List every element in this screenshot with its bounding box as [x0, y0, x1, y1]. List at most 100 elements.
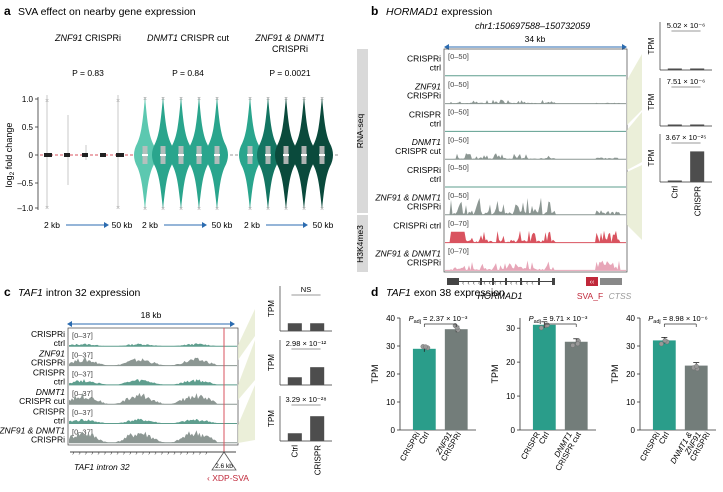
track-range: [0–50] [448, 108, 469, 117]
track-label-2: ctrl [430, 63, 441, 73]
tick-label: 0 [391, 426, 396, 435]
panel-a: a SVA effect on nearby gene expression Z… [4, 4, 340, 230]
inset-bar [310, 367, 325, 385]
panel-c-scale-label: 18 kb [141, 310, 162, 320]
svg-text:×: × [45, 205, 49, 212]
panel-b-insets: TPM 5.02 × 10⁻⁶ TPM 7.51 × 10⁻⁶ TPM 3.67 × 10… [647, 21, 712, 216]
panel-d: d TAF1 exon 38 expression 0 10 20 30 40 TPM CR… [370, 285, 716, 472]
panel-a-p1: P = 0.83 [72, 68, 104, 78]
panel-c-sva-insert [211, 451, 237, 471]
bar [564, 341, 588, 430]
tick-label: 10 [626, 398, 635, 407]
inset-pvalue: NS [301, 285, 311, 294]
violin-g2-2: ×× [152, 96, 174, 213]
panel-b-rnaseq-label: RNA-seq [355, 113, 365, 148]
bar [652, 340, 676, 430]
violin-g3-2: ×× [257, 96, 279, 213]
tick-label: 40 [626, 314, 635, 323]
track-label-2: ctrl [54, 415, 65, 425]
track-label-2: CRISPRi [407, 202, 441, 212]
track-range: [0–50] [448, 80, 469, 89]
inset-bar [287, 377, 302, 385]
svg-text:×: × [248, 96, 252, 103]
violin-g2-1: ×× [134, 96, 156, 213]
b-insets-inset-1: TPM 5.02 × 10⁻⁶ [647, 21, 712, 71]
panel-b-letter: b [371, 4, 378, 18]
panel-d-padj: Padj = 8.98 × 10⁻⁶ [648, 314, 707, 325]
panel-c-tracks: CRISPRictrl[0–37]ZNF91CRISPRi[0–37]CRISP… [0, 329, 237, 445]
svg-text:×: × [143, 206, 147, 213]
svg-text:‹‹‹‹‹‹‹‹‹‹‹‹‹‹: ‹‹‹‹‹‹‹‹‹‹‹‹‹‹ [462, 280, 537, 287]
svg-text:0.5: 0.5 [22, 123, 34, 132]
panel-a-title: SVA effect on nearby gene expression [18, 6, 196, 18]
track-label: ZNF91 & DNMT1 [374, 248, 441, 258]
inset-ylabel: TPM [647, 37, 656, 54]
c-insets-inset-1: TPM NS [267, 285, 332, 332]
track-range: [0–50] [448, 191, 469, 200]
track-label: ZNF91 [38, 348, 65, 358]
track-label: CRISPRi [407, 54, 441, 64]
x-tick-label: CRISPRi [398, 430, 422, 462]
violin-g2-3: ×× [170, 96, 192, 213]
b-tracks-track-7: CRISPRi ctrl [0–70] [393, 219, 626, 244]
tick-label: 20 [626, 370, 635, 379]
violin-g2-5: ×× [206, 96, 228, 213]
svg-text:×: × [215, 96, 219, 103]
panel-b-svaf-box [586, 277, 598, 286]
track-label-2: ctrl [430, 118, 441, 128]
panel-c-sva-label: ‹ XDP-SVA [207, 473, 249, 483]
bar [444, 329, 468, 430]
svg-text:×: × [266, 206, 270, 213]
panel-d-padj: Padj = 2.37 × 10⁻³ [409, 314, 468, 325]
x-tick-label: CRISPR [519, 430, 542, 461]
x-tick-label: Ctrl [657, 430, 671, 445]
inset-bar [690, 124, 705, 126]
data-point [658, 341, 664, 347]
inset-xlabel: CRISPR [313, 445, 322, 475]
track-label-2: ctrl [430, 174, 441, 184]
tick-label: 10 [386, 398, 395, 407]
tick-label: 30 [506, 324, 515, 333]
panel-a-g3-xend: 50 kb [313, 220, 334, 230]
panel-a-group1-violins: × × × × [44, 95, 124, 212]
panel-d-ylabel: TPM [610, 365, 620, 384]
data-point [662, 338, 668, 343]
inset-pvalue: 3.67 × 10⁻²⁵ [665, 133, 706, 142]
panel-d-ylabel: TPM [490, 365, 500, 384]
data-point [570, 342, 576, 348]
panel-b: b HORMAD1 expression chr1:150697588–1507… [355, 4, 712, 301]
inset-pvalue: 3.29 × 10⁻²⁸ [285, 395, 326, 404]
track-label-2: CRISPR cut [395, 146, 441, 156]
panel-a-group3-header-line2: CRISPRi [272, 44, 308, 54]
track-label: ZNF91 [414, 81, 441, 91]
panel-a-g3-xstart: 2 kb [244, 220, 260, 230]
tick-label: 30 [386, 342, 395, 351]
inset-ylabel: TPM [267, 300, 276, 317]
inset-pvalue: 2.98 × 10⁻¹² [286, 339, 327, 348]
panel-b-h3k4me3-sidebar [357, 215, 368, 272]
panel-b-coords: chr1:150697588–150732059 [475, 21, 590, 31]
track-range: [0–70] [448, 247, 469, 256]
c-insets-inset-3: TPM 3.29 × 10⁻²⁸ [267, 395, 332, 442]
inset-bar [310, 323, 325, 331]
svg-text:×: × [161, 96, 165, 103]
svg-text:×: × [143, 96, 147, 103]
panel-a-group2-header: DNMT1 CRISPR cut [147, 33, 230, 43]
track-label-2: CRISPRi [407, 257, 441, 267]
svg-text:×: × [197, 206, 201, 213]
inset-bar [667, 180, 682, 182]
b-insets-inset-3: TPM 3.67 × 10⁻²⁵ [647, 133, 712, 183]
panel-d-title: TAF1 exon 38 expression [386, 287, 505, 299]
track-label: CRISPR [409, 109, 441, 119]
data-point [423, 344, 428, 350]
violin-g3-3: ×× [275, 96, 297, 213]
violin-g3-1: ×× [239, 96, 261, 213]
